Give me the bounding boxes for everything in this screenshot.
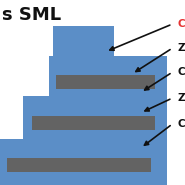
Text: Z: Z xyxy=(178,43,185,53)
Text: C: C xyxy=(178,67,185,77)
Text: s SML: s SML xyxy=(2,6,61,23)
Bar xyxy=(53,26,114,56)
Text: C: C xyxy=(178,19,185,29)
Bar xyxy=(7,158,151,172)
Text: C: C xyxy=(178,119,185,129)
Bar xyxy=(49,56,167,96)
Text: Z: Z xyxy=(178,93,185,103)
Bar xyxy=(56,75,155,89)
Bar xyxy=(0,139,167,185)
Bar xyxy=(32,116,155,130)
Bar xyxy=(23,96,167,139)
